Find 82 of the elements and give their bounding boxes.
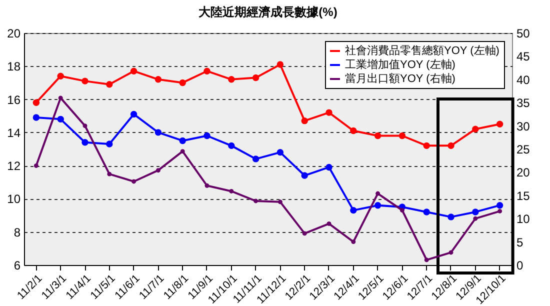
y2-tick-label: 10 [516,212,530,226]
chart-title: 大陸近期經濟成長數據(%) [198,5,338,19]
y-tick-label: 16 [7,92,21,107]
point [130,68,138,74]
point [350,206,357,214]
y2-tick-label: 35 [516,96,530,110]
y-tick-label: 12 [7,159,21,174]
point [252,156,260,162]
point [228,76,235,83]
point [496,202,504,209]
legend-label: 工業增加值YOY (左軸) [345,58,456,71]
point [204,183,210,188]
point [326,109,332,116]
point [473,216,478,221]
point [374,202,382,209]
point [498,208,502,214]
point [424,258,429,262]
y2-tick-label: 20 [516,166,530,180]
legend-label: 社會消費品零售總額YOY (左軸) [345,44,500,57]
y2-tick-label: 15 [516,188,530,203]
point [276,148,284,156]
point [301,172,308,179]
point [278,200,282,204]
point [82,78,88,84]
point [351,240,356,244]
point [252,74,260,82]
y2-tick-label: 40 [516,72,530,87]
y2-tick-label: 30 [516,119,530,134]
point [154,76,162,83]
point [326,221,332,226]
point [82,124,88,128]
point [448,142,454,150]
point [82,139,88,146]
point [179,79,186,86]
point [228,142,235,150]
point [301,117,308,124]
point [423,208,430,216]
y2-tick-label: 25 [516,142,530,156]
point [154,129,162,136]
point [254,198,258,204]
point [132,179,136,184]
point [496,120,504,128]
point [106,140,113,148]
point [34,163,38,168]
point [376,191,380,196]
y-tick-label: 14 [7,126,21,140]
y2-tick-label: 45 [516,50,530,64]
point [32,114,40,121]
y-tick-label: 6 [14,258,21,272]
point [130,110,138,118]
y-tick-label: 8 [14,225,21,240]
point [32,99,40,106]
point [423,142,430,150]
point [204,132,210,140]
point [326,164,332,171]
point [472,126,479,132]
y-tick-label: 10 [7,192,21,206]
point [276,61,284,68]
point [57,72,64,80]
point [106,81,113,88]
point [400,208,404,212]
point [472,208,479,216]
point [107,172,112,176]
y2-tick-label: 5 [516,235,524,250]
point [448,214,454,220]
point [302,231,307,236]
point [57,116,64,123]
legend-label: 當月出口額YOY (右軸) [345,72,456,85]
point [179,137,186,144]
point [229,188,234,194]
y2-tick-label: 0 [516,258,524,272]
point [398,132,406,140]
point [156,168,160,173]
point [204,68,210,74]
point [448,250,454,255]
y-tick-label: 18 [7,60,21,74]
point [58,96,63,100]
point [374,132,382,140]
point [180,149,185,154]
y2-tick-label: 50 [516,26,530,40]
y-tick-label: 20 [7,26,21,40]
point [350,127,357,134]
